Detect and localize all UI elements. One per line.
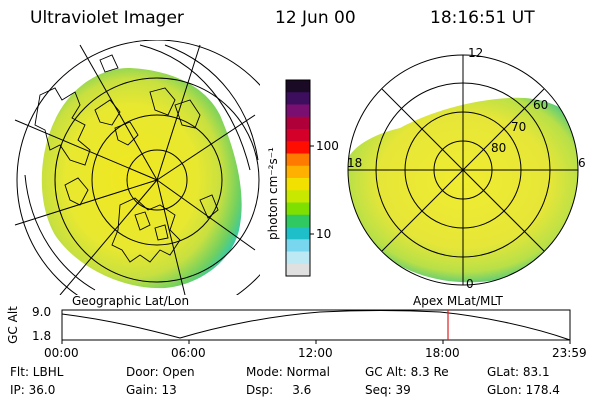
- mlt-label-0: 0: [466, 277, 474, 291]
- altitude-plot: [61, 309, 571, 344]
- altitude-curve: [61, 310, 571, 341]
- status-mode: Mode: Normal: [246, 365, 330, 379]
- altitude-y-axis-label: GC Alt: [6, 306, 20, 344]
- time-label: 18:16:51 UT: [430, 8, 535, 28]
- colorbar-segment: [286, 129, 310, 142]
- outer-arc-1: [139, 44, 251, 171]
- mlt-lines: [348, 55, 578, 285]
- colorbar-segment: [286, 227, 310, 240]
- altitude-x-tick-0600: 06:00: [171, 346, 206, 360]
- lat-circle-1: [126, 149, 188, 211]
- status-gc-alt: GC Alt: 8.3 Re: [365, 365, 449, 379]
- status-ip: IP: 36.0: [10, 383, 56, 397]
- mlat-label-70: 70: [511, 120, 527, 134]
- colorbar-segment: [286, 165, 310, 179]
- colorbar-segment: [286, 178, 310, 191]
- instrument-title: Ultraviolet Imager: [30, 8, 184, 28]
- colorbar-tick-label-100: 100: [316, 139, 339, 153]
- outer-arc-2: [164, 44, 259, 161]
- lat-circle-2: [91, 114, 223, 246]
- altitude-x-tick-0000: 00:00: [44, 346, 79, 360]
- meridian-lines: [14, 44, 256, 295]
- status-glat: GLat: 83.1: [487, 365, 550, 379]
- lat-circle-4: [16, 40, 260, 295]
- status-seq: Seq: 39: [365, 383, 411, 397]
- colorbar-segment: [286, 239, 310, 252]
- colorbar-segment: [286, 263, 310, 277]
- colorbar-segment: [286, 80, 310, 93]
- lat-circle-3: [54, 77, 260, 283]
- mlt-label-6: 6: [578, 156, 586, 170]
- colorbar-segment: [286, 214, 310, 228]
- mlt-label-18: 18: [347, 156, 363, 170]
- colorbar: [285, 79, 314, 277]
- colorbar-segment: [286, 251, 310, 265]
- status-dsp: Dsp: 3.6: [246, 383, 312, 397]
- colorbar-segment: [286, 141, 310, 154]
- colorbar-tick-label-10: 10: [316, 227, 332, 241]
- altitude-plot-frame: [61, 309, 571, 341]
- altitude-x-tick-1800: 18:00: [425, 346, 460, 360]
- status-gain: Gain: 13: [126, 383, 177, 397]
- outer-arc-3: [24, 174, 96, 291]
- colorbar-segment: [286, 190, 310, 203]
- colorbar-segment: [286, 104, 310, 118]
- mlt-label-12: 12: [468, 46, 484, 60]
- altitude-x-ticks: [61, 340, 571, 344]
- altitude-y-tick-1-8: 1.8: [32, 329, 52, 343]
- colorbar-segment: [286, 116, 310, 130]
- status-filter: Flt: LBHL: [10, 365, 64, 379]
- left-panel-caption: Geographic Lat/Lon: [72, 294, 190, 308]
- apex-panel: [347, 54, 579, 286]
- altitude-y-tick-9: 9.0: [32, 305, 52, 319]
- colorbar-frame: [285, 79, 311, 277]
- altitude-x-tick-2359: 23:59: [552, 346, 587, 360]
- mlat-label-60: 60: [533, 98, 549, 112]
- coastlines: [34, 54, 219, 263]
- auroral-image-right: [348, 97, 578, 283]
- colorbar-unit-label: photon cm⁻²s⁻¹: [266, 147, 280, 240]
- right-panel-caption: Apex MLat/MLT: [413, 294, 503, 308]
- colorbar-segment: [286, 92, 310, 105]
- auroral-image-left: [41, 68, 242, 289]
- geographic-panel: [14, 40, 260, 295]
- status-glon: GLon: 178.4: [487, 383, 560, 397]
- colorbar-segment: [286, 202, 310, 216]
- altitude-x-tick-1200: 12:00: [298, 346, 333, 360]
- mlat-label-80: 80: [491, 141, 507, 155]
- status-door: Door: Open: [126, 365, 195, 379]
- colorbar-segment: [286, 153, 310, 167]
- date-label: 12 Jun 00: [275, 8, 356, 28]
